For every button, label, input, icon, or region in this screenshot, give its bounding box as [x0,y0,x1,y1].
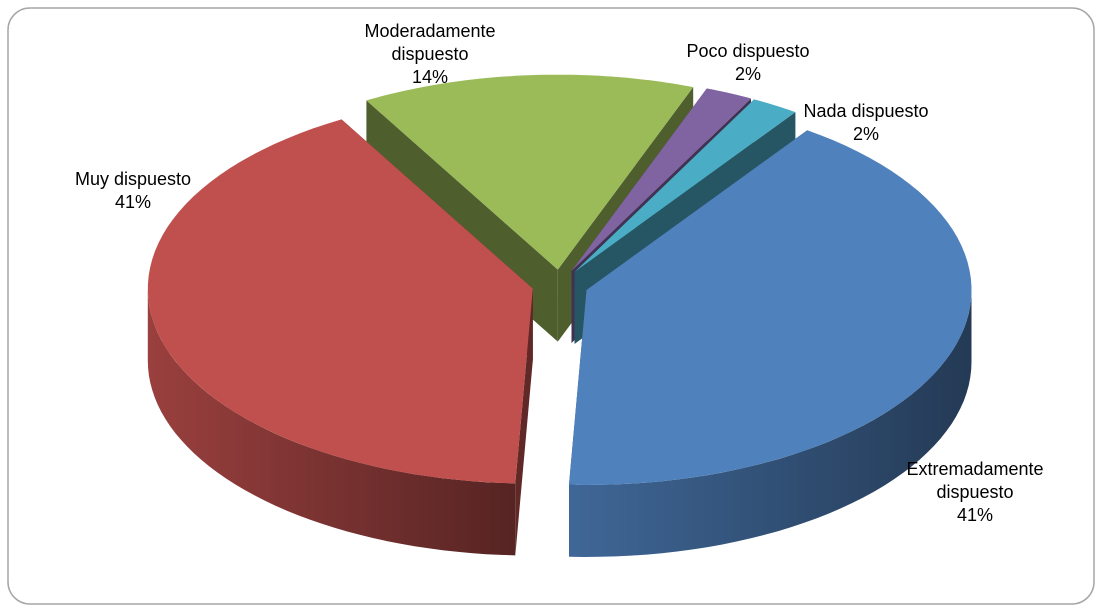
pie-slice [147,119,533,556]
label-value: 41% [956,505,994,525]
label-category: Extremadamente dispuesto [906,459,1044,502]
label-category: Muy dispuesto [74,169,192,189]
data-label: Poco dispuesto 2% [648,40,848,86]
label-value: 14% [411,67,449,87]
label-value: 2% [852,124,879,144]
slice-top [147,119,533,484]
label-value: 41% [114,192,152,212]
label-value: 2% [734,64,761,84]
slice-wall [147,288,516,556]
slice-top [574,99,796,272]
pie-slice [569,130,972,557]
label-category: Poco dispuesto [686,41,810,61]
data-label: Nada dispuesto 2% [766,100,966,146]
label-category: Moderadamente dispuesto [364,21,496,64]
slice-top [571,88,751,272]
data-label: Extremadamente dispuesto 41% [890,458,1060,527]
label-category: Nada dispuesto [803,101,929,121]
data-label: Muy dispuesto 41% [33,168,233,214]
data-label: Moderadamente dispuesto 14% [335,20,525,89]
slice-top [366,74,694,270]
slice-top [569,130,972,485]
slice-wall [569,290,972,557]
